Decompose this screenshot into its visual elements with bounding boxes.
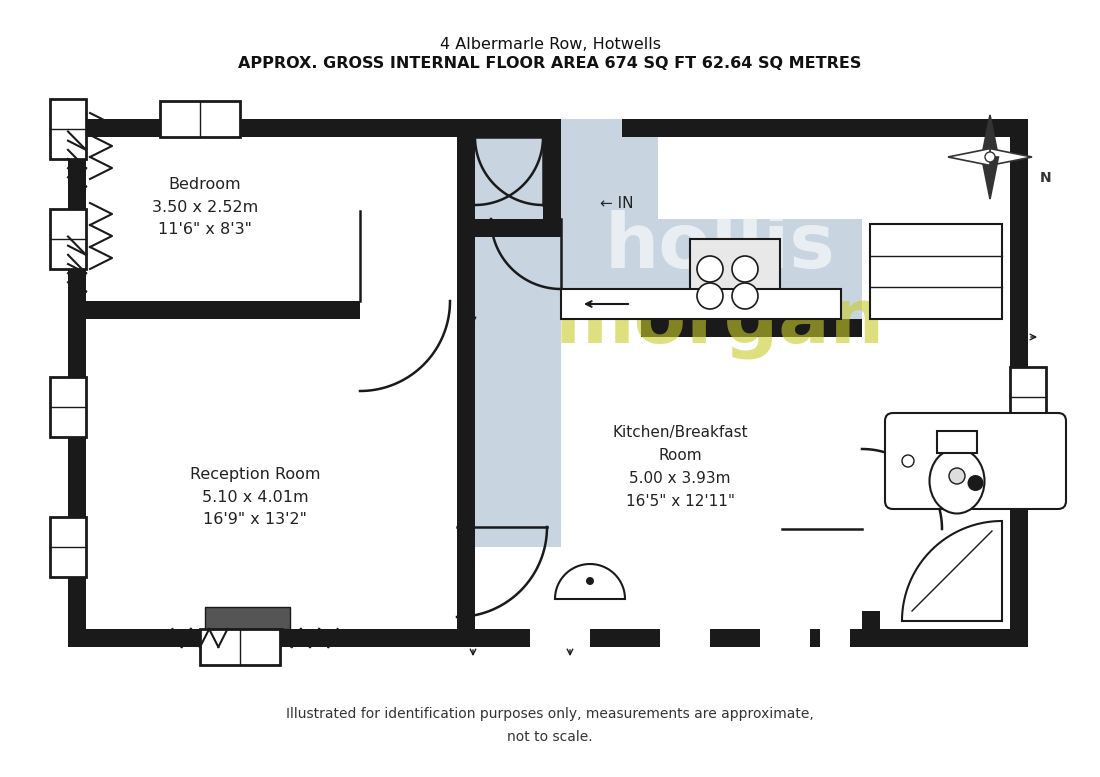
Polygon shape [990,148,1032,166]
Text: hollis: hollis [605,210,835,284]
Bar [50,517,86,577]
Text: N: N [1040,171,1052,185]
Bar [456,119,561,137]
Bar [456,567,475,647]
Bar [456,119,475,647]
Bar [475,137,543,219]
Bar [86,137,456,629]
Bar [86,137,456,301]
Bar [200,629,280,665]
Text: APPROX. GROSS INTERNAL FLOOR AREA 674 SQ FT 62.64 SQ METRES: APPROX. GROSS INTERNAL FLOOR AREA 674 SQ… [239,56,861,71]
Text: Reception Room
5.10 x 4.01m
16'9" x 13'2": Reception Room 5.10 x 4.01m 16'9" x 13'2… [189,467,320,528]
Bar [937,431,977,453]
Bar [68,119,493,137]
Ellipse shape [930,448,984,514]
Bar [1010,367,1046,427]
Bar [475,547,622,629]
Bar [543,219,658,237]
Bar [760,629,810,647]
Polygon shape [948,148,990,166]
Circle shape [732,283,758,309]
Bar [50,209,86,269]
Bar [456,629,1028,647]
Bar [561,319,862,337]
Bar [456,219,579,237]
Text: morgan: morgan [554,285,886,359]
Bar [561,119,621,201]
Polygon shape [556,564,625,599]
Bar [360,301,456,319]
Circle shape [586,577,594,585]
Bar [862,511,880,611]
Bar [862,547,880,629]
Bar [880,547,1010,629]
Text: ← IN: ← IN [600,197,634,211]
Bar [658,137,1010,629]
Circle shape [984,152,996,162]
Circle shape [968,475,983,491]
Circle shape [697,283,723,309]
Bar [870,224,1002,319]
Bar [205,607,290,629]
FancyBboxPatch shape [886,413,1066,509]
Text: Kitchen/Breakfast
Room
5.00 x 3.93m
16'5" x 12'11": Kitchen/Breakfast Room 5.00 x 3.93m 16'5… [613,425,748,509]
Bar [690,239,780,314]
Bar [660,629,710,647]
Circle shape [902,455,914,467]
Text: 4 Albermarle Row, Hotwells: 4 Albermarle Row, Hotwells [440,37,660,52]
Text: Bedroom
3.50 x 2.52m
11'6" x 8'3": Bedroom 3.50 x 2.52m 11'6" x 8'3" [152,176,258,237]
Bar [475,119,1029,647]
Circle shape [697,256,723,282]
Bar [86,319,456,629]
Bar [475,119,561,137]
Polygon shape [981,157,999,199]
Bar [50,99,86,159]
Bar [530,629,590,647]
Bar [640,119,1028,137]
Bar [561,337,862,629]
Bar [50,377,86,437]
Bar [456,629,1028,647]
Bar [820,629,850,647]
Circle shape [732,256,758,282]
Circle shape [949,468,965,484]
Text: Illustrated for identification purposes only, measurements are approximate,
not : Illustrated for identification purposes … [286,707,814,744]
Bar [68,119,86,647]
Polygon shape [981,115,999,157]
Bar [561,119,640,219]
Bar [561,289,842,319]
Bar [561,219,862,319]
Bar [1010,119,1028,647]
Bar [86,301,456,319]
Bar [543,119,561,219]
Bar [561,137,640,219]
Bar [68,629,475,647]
Bar [160,101,240,137]
Polygon shape [902,521,1002,621]
Bar [561,319,641,337]
